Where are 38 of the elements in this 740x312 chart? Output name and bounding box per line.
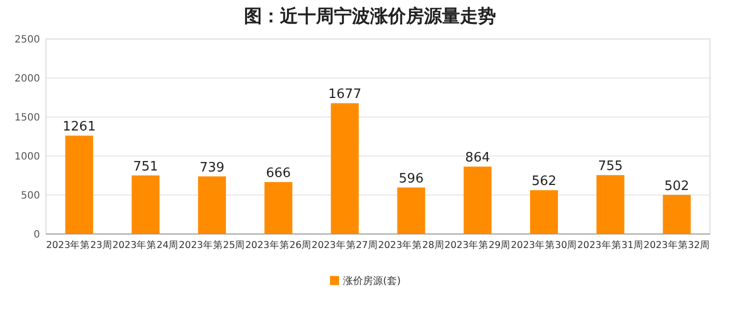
x-tick-label: 2023年第23周 xyxy=(46,239,112,251)
data-label: 596 xyxy=(398,172,424,187)
data-label: 502 xyxy=(664,178,690,194)
bar xyxy=(65,136,94,234)
y-tick-label: 1000 xyxy=(14,152,40,162)
y-tick-label: 2000 xyxy=(14,74,40,84)
bar xyxy=(530,190,558,234)
x-tick-label: 2023年第30周 xyxy=(510,239,578,251)
x-tick-label: 2023年第31周 xyxy=(577,239,644,251)
y-tick-label: 0 xyxy=(34,230,40,240)
bar xyxy=(596,175,624,234)
bar xyxy=(330,103,359,234)
bar xyxy=(397,188,426,234)
bar xyxy=(132,175,160,234)
x-tick-label: 2023年第27周 xyxy=(312,239,378,251)
x-tick-label: 2023年第29周 xyxy=(444,239,511,251)
bar xyxy=(264,182,292,234)
data-label: 739 xyxy=(200,160,224,176)
bar xyxy=(662,194,691,234)
y-tick-label: 1500 xyxy=(14,112,40,124)
chart-title: 图：近十周宁波涨价房源量走势 xyxy=(244,6,496,27)
data-label: 666 xyxy=(266,166,291,182)
data-label: 755 xyxy=(598,159,623,174)
x-tick-label: 2023年第24周 xyxy=(112,239,179,251)
data-label: 1261 xyxy=(62,120,96,135)
x-tick-label: 2023年第25周 xyxy=(178,239,246,251)
bar xyxy=(198,176,226,234)
y-tick-label: 500 xyxy=(20,190,40,202)
x-tick-label: 2023年第28周 xyxy=(378,239,444,251)
data-label: 1677 xyxy=(328,87,362,102)
data-label: 562 xyxy=(532,174,556,190)
legend-label: 涨价房源(套) xyxy=(343,275,401,287)
data-label: 864 xyxy=(465,150,490,166)
x-tick-label: 2023年第26周 xyxy=(245,239,312,251)
bar xyxy=(464,166,492,234)
x-tick-label: 2023年第32周 xyxy=(644,239,710,251)
data-label: 751 xyxy=(133,159,158,174)
y-tick-label: 2500 xyxy=(14,34,40,46)
